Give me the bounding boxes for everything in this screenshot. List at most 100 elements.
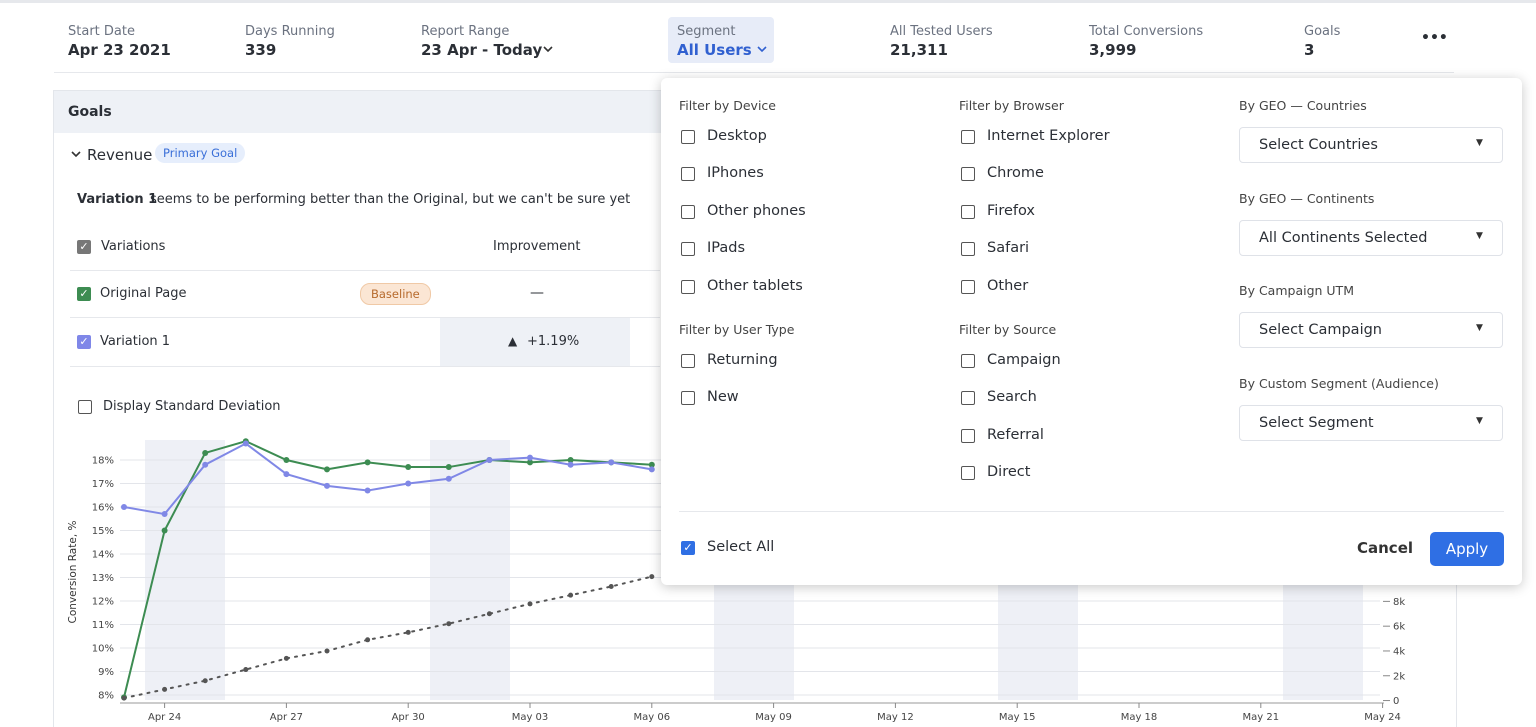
y-tick-label: 12% (92, 597, 114, 608)
filter-option[interactable]: Internet Explorer (987, 128, 1110, 144)
row-divider (70, 317, 660, 318)
select-label: By Custom Segment (Audience) (1239, 375, 1439, 391)
series-point (486, 611, 492, 617)
top-border (0, 0, 1536, 3)
checkbox[interactable] (961, 167, 975, 182)
filter-option[interactable]: IPads (707, 240, 746, 257)
checkbox[interactable] (961, 466, 975, 481)
filter-option[interactable]: Other tablets (707, 277, 803, 294)
series-point (242, 440, 249, 447)
y2-tick-label: 0 (1393, 696, 1399, 707)
x-tick-label: Apr 27 (270, 712, 303, 723)
checkbox[interactable] (961, 130, 975, 144)
filter-option[interactable]: Firefox (987, 202, 1035, 219)
caret: ▼ (1476, 230, 1483, 241)
chevron (757, 46, 767, 53)
checkbox[interactable] (681, 167, 695, 182)
select-value: Select Segment (1259, 414, 1374, 431)
filter-option[interactable]: Direct (987, 464, 1031, 481)
series-point (568, 592, 574, 598)
stat-value[interactable]: 23 Apr - Today (421, 41, 543, 59)
series-point (162, 686, 168, 692)
cancel-button[interactable]: Cancel (1357, 539, 1414, 557)
summary-bold: Variation 1 (77, 192, 158, 207)
filter-option[interactable]: Safari (987, 240, 1030, 257)
filter-option[interactable]: Campaign (987, 352, 1061, 368)
series-point (121, 695, 127, 701)
apply-button[interactable]: Apply (1430, 532, 1504, 566)
checkbox[interactable]: ✓ (77, 287, 91, 301)
filter-option[interactable]: Search (987, 389, 1037, 406)
variation-name: Original Page (100, 286, 187, 301)
checkbox[interactable] (78, 400, 92, 414)
checkbox[interactable] (681, 354, 695, 368)
y-tick-label: 18% (92, 456, 114, 467)
series-point (567, 457, 574, 463)
caret: ▼ (1476, 138, 1483, 148)
y2-tick-label: 4k (1393, 646, 1405, 657)
checkbox[interactable] (961, 242, 975, 257)
filter-title: Filter by Source (959, 322, 1057, 337)
select-all[interactable]: Select All (707, 539, 775, 555)
stat-value: Apr 23 2021 (68, 41, 171, 59)
series-point (445, 475, 452, 482)
table-header: Variations (101, 239, 166, 254)
series-point (364, 487, 371, 494)
filter-option[interactable]: Chrome (987, 165, 1044, 182)
filter-title: Filter by Browser (959, 98, 1064, 113)
series-point (649, 574, 655, 580)
filter-option[interactable]: Desktop (707, 128, 767, 144)
checkbox[interactable] (681, 130, 695, 144)
std-dev-label: Display Standard Deviation (103, 399, 281, 414)
filter-option[interactable]: Referral (987, 426, 1044, 443)
x-tick-label: Apr 30 (392, 712, 425, 723)
dropdown-select[interactable]: Select Countries ▼ (1239, 127, 1503, 163)
y-tick-label: 13% (92, 573, 114, 584)
checkbox[interactable] (681, 279, 695, 294)
checkbox[interactable]: ✓ (77, 335, 91, 349)
series-point (324, 648, 330, 654)
filter-option[interactable]: Returning (707, 352, 778, 368)
checkbox[interactable] (681, 242, 695, 257)
series-line (123, 442, 653, 516)
checkbox[interactable] (961, 279, 975, 294)
series-point (567, 461, 574, 468)
y-tick-label: 17% (92, 479, 114, 490)
y-tick-label: 9% (98, 667, 114, 678)
y2-tick-label: 6k (1393, 622, 1405, 633)
stat-label: All Tested Users (890, 24, 993, 39)
x-tick-label: May 09 (755, 712, 792, 723)
table-header: Improvement (493, 239, 581, 254)
checkbox[interactable]: ✓ (77, 240, 91, 254)
dropdown-select[interactable]: Select Campaign ▼ (1239, 312, 1503, 349)
filter-option[interactable]: Other (987, 277, 1029, 294)
stat-value[interactable]: All Users (677, 41, 752, 59)
select-value: Select Countries (1259, 137, 1378, 153)
x-tick-label: May 06 (634, 712, 671, 723)
improvement-cell (440, 318, 630, 366)
x-tick-label: May 03 (512, 712, 549, 723)
checkbox[interactable] (961, 391, 975, 406)
more-menu[interactable]: ••• (1421, 30, 1448, 46)
dropdown-select[interactable]: All Continents Selected ▼ (1239, 219, 1503, 256)
series-point (365, 637, 371, 643)
series-point (648, 466, 655, 473)
x-tick-label: May 24 (1364, 712, 1401, 723)
filter-option[interactable]: IPhones (707, 165, 764, 182)
divider (679, 511, 1504, 512)
y2-tick-label: 2k (1393, 671, 1405, 682)
checkbox[interactable] (961, 354, 975, 368)
goal-name[interactable]: Revenue (87, 146, 153, 164)
filter-option[interactable]: Other phones (707, 202, 806, 219)
segment-menu: Filter by Device Desktop IPhones Other phon… (661, 78, 1522, 585)
filter-option[interactable]: New (707, 389, 739, 406)
checkbox[interactable] (961, 428, 975, 443)
checkbox[interactable] (961, 204, 975, 219)
checkbox[interactable]: ✓ (681, 541, 695, 555)
dropdown-select[interactable]: Select Segment ▼ (1239, 404, 1503, 441)
checkbox[interactable] (681, 204, 695, 219)
series-line (123, 575, 653, 700)
series-point (324, 482, 330, 489)
select-value: All Continents Selected (1259, 229, 1428, 246)
checkbox[interactable] (681, 391, 695, 406)
